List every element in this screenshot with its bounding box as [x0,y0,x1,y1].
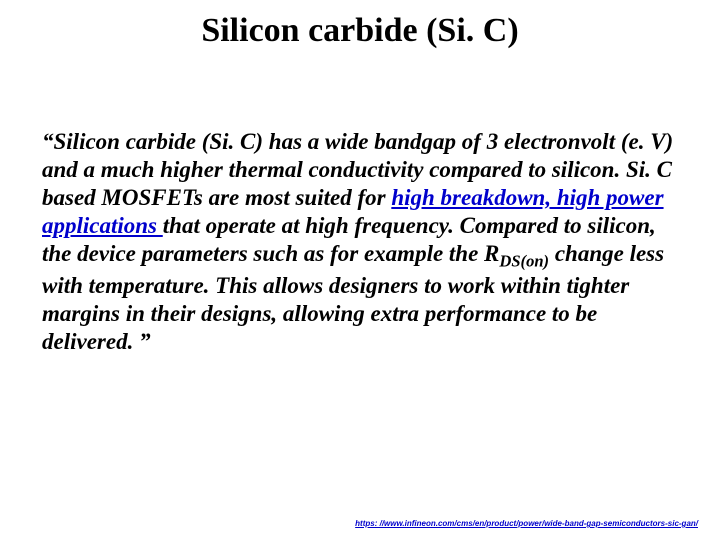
body-paragraph: “Silicon carbide (Si. C) has a wide band… [0,128,720,356]
page-title: Silicon carbide (Si. C) [0,0,720,50]
source-link[interactable]: https: //www.infineon.com/cms/en/product… [355,519,698,528]
rdson-subscript: DS(on) [499,252,549,271]
